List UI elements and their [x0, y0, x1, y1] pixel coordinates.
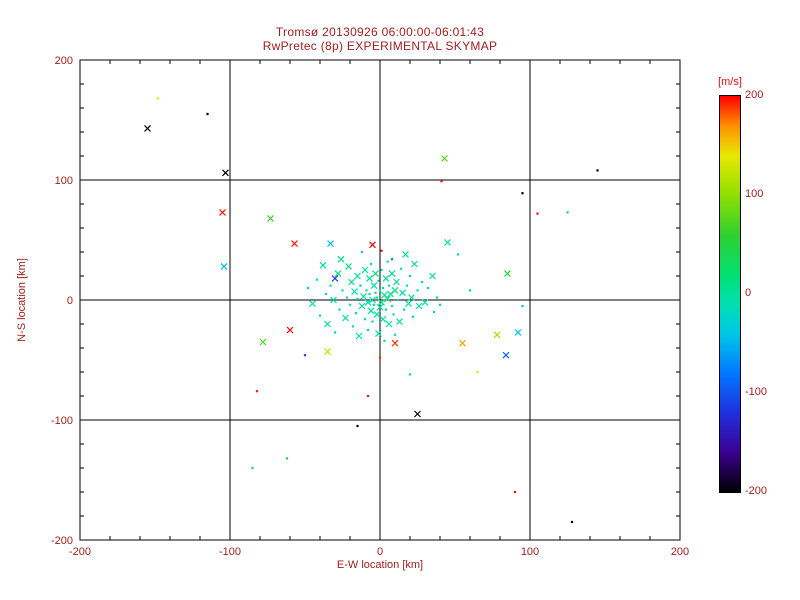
svg-text:200: 200 [55, 55, 73, 67]
colorbar-gradient [719, 95, 741, 493]
plot-title: Tromsø 20130926 06:00:00-06:01:43 RwPret… [80, 25, 680, 54]
title-line-2: RwPretec (8p) EXPERIMENTAL SKYMAP [262, 39, 498, 54]
colorbar-unit-label: [m/s] [718, 76, 742, 88]
colorbar-tick: 200 [745, 89, 764, 101]
svg-text:-200: -200 [51, 535, 73, 547]
svg-text:100: 100 [55, 175, 73, 187]
colorbar-tick: 100 [745, 188, 764, 200]
svg-text:0: 0 [377, 546, 383, 558]
y-axis-title: N-S location [km] [16, 258, 28, 342]
colorbar-tick: 0 [745, 287, 752, 299]
title-line-1: Tromsø 20130926 06:00:00-06:01:43 [275, 25, 485, 39]
colorbar-tick: -100 [745, 386, 768, 398]
svg-text:0: 0 [67, 295, 73, 307]
svg-text:100: 100 [521, 546, 539, 558]
svg-text:-100: -100 [219, 546, 241, 558]
colorbar-tick-labels: 200 100 0 -100 -200 [745, 89, 791, 497]
svg-text:-100: -100 [51, 415, 73, 427]
colorbar-tick: -200 [745, 485, 768, 497]
svg-text:-200: -200 [69, 546, 91, 558]
svg-text:200: 200 [671, 546, 689, 558]
x-axis-title: E-W location [km] [336, 559, 424, 571]
